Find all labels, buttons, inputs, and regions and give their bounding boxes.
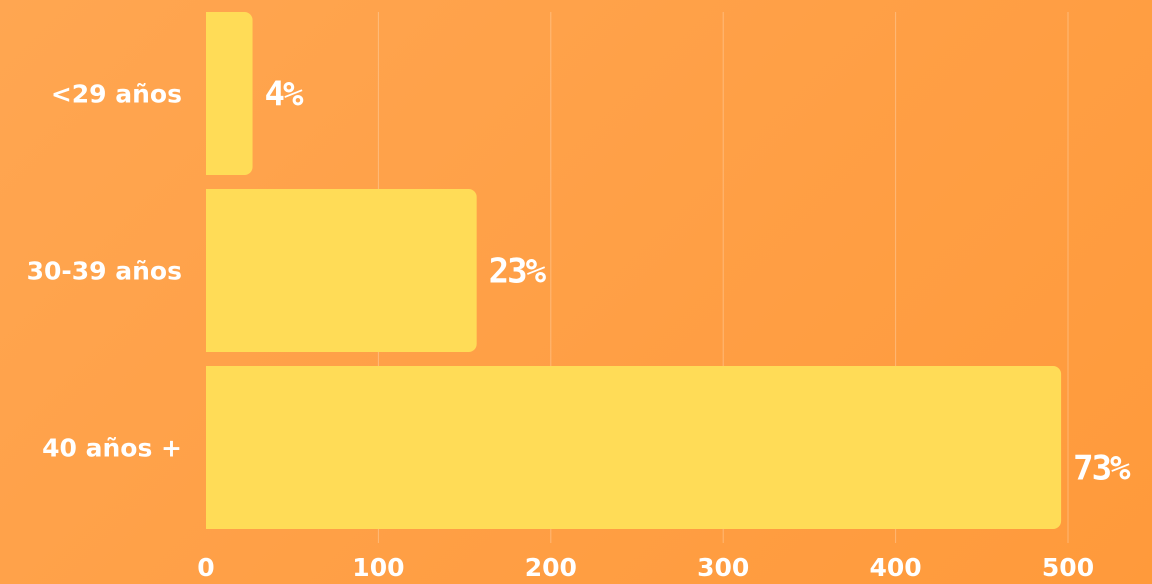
data-label-2: 73% xyxy=(1073,449,1131,489)
x-tick-label-0: 0 xyxy=(197,553,214,582)
labels: 0 100 200 300 400 500 <29 años 4% 30-39 años 23% 4… xyxy=(27,75,1133,583)
bar-0 xyxy=(206,12,253,175)
data-label-1: 23% xyxy=(489,252,547,292)
bar-1 xyxy=(206,189,477,352)
bar-2 xyxy=(206,366,1062,529)
data-label-0: 4% xyxy=(265,75,304,115)
x-tick-label-200: 200 xyxy=(525,553,577,582)
category-label-2: 40 años + xyxy=(42,434,182,463)
x-tick-label-500: 500 xyxy=(1042,553,1094,582)
category-label-0: <29 años xyxy=(51,80,182,109)
x-tick-label-400: 400 xyxy=(870,553,922,582)
x-tick-label-100: 100 xyxy=(352,553,404,582)
category-label-1: 30-39 años xyxy=(27,257,182,286)
x-tick-label-300: 300 xyxy=(697,553,749,582)
bars xyxy=(206,12,1062,529)
